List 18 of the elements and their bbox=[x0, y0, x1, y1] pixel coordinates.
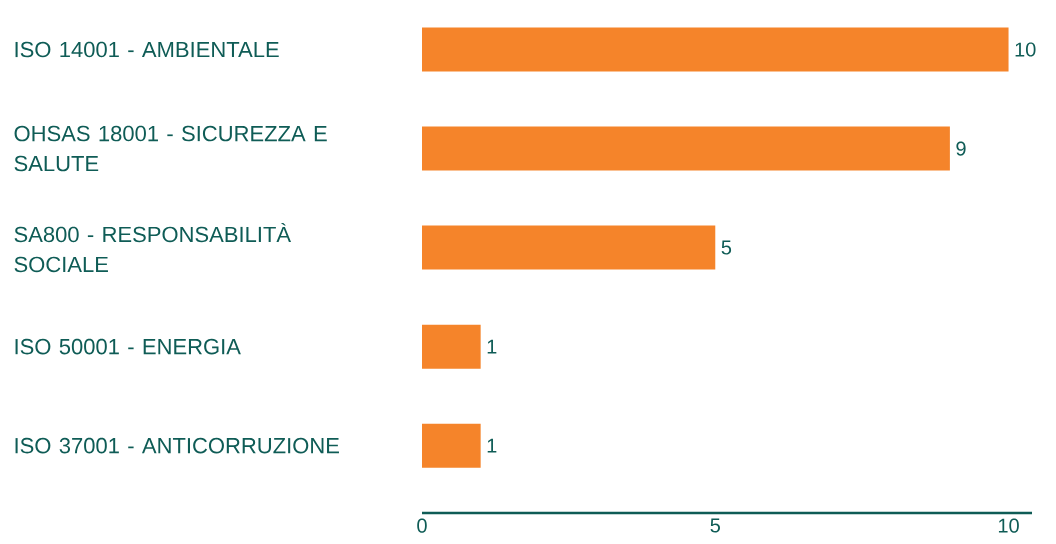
x-tick-label: 10 bbox=[998, 518, 1019, 533]
data-label: 10 bbox=[1015, 42, 1036, 57]
y-tick-label: SA800 - RESPONSABILITÀ SOCIALE bbox=[14, 222, 292, 273]
y-tick-label: ISO 14001 - AMBIENTALE bbox=[15, 41, 279, 58]
bar bbox=[422, 126, 950, 171]
bar bbox=[422, 27, 1009, 72]
y-tick-label: OHSAS 18001 - SICUREZZA E SALUTE bbox=[14, 125, 327, 172]
data-label: 1 bbox=[487, 339, 497, 354]
bar bbox=[422, 423, 481, 468]
data-label: 1 bbox=[487, 438, 497, 453]
bar bbox=[422, 225, 716, 270]
data-label: 5 bbox=[721, 240, 732, 255]
y-tick-label: ISO 37001 - ANTICORRUZIONE bbox=[15, 437, 339, 454]
x-tick-label: 5 bbox=[710, 518, 720, 533]
x-tick-label: 0 bbox=[417, 518, 427, 533]
y-tick-label: ISO 50001 - ENERGIA bbox=[15, 338, 241, 355]
bar bbox=[422, 324, 481, 369]
data-label: 9 bbox=[956, 141, 966, 156]
